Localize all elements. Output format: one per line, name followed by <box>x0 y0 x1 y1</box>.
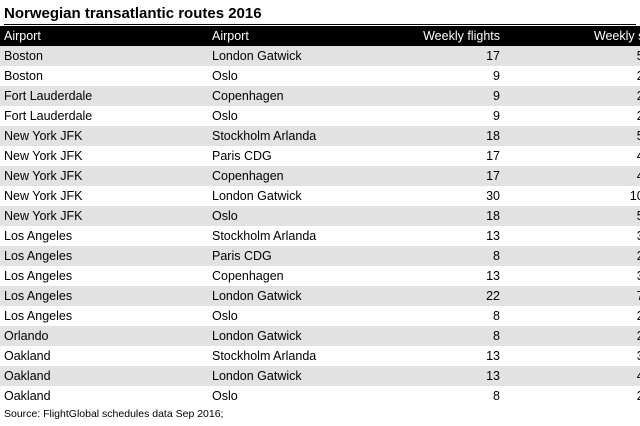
table-row: Los AngelesOslo82,328 <box>0 306 640 326</box>
origin-cell: Los Angeles <box>0 286 208 306</box>
weekly-seats-cell: 2,800 <box>504 326 640 346</box>
weekly-flights-cell: 9 <box>396 106 504 126</box>
destination-cell: Stockholm Arlanda <box>208 126 396 146</box>
table-row: Fort LauderdaleCopenhagen92,619 <box>0 86 640 106</box>
destination-cell: London Gatwick <box>208 326 396 346</box>
destination-cell: London Gatwick <box>208 46 396 66</box>
destination-cell: Oslo <box>208 306 396 326</box>
weekly-flights-cell: 13 <box>396 226 504 246</box>
origin-cell: New York JFK <box>0 186 208 206</box>
destination-cell: Copenhagen <box>208 166 396 186</box>
column-header-weekly-seats: Weekly seats <box>504 26 640 46</box>
origin-cell: New York JFK <box>0 146 208 166</box>
source-note: Source: FlightGlobal schedules data Sep … <box>4 408 224 420</box>
weekly-flights-cell: 8 <box>396 246 504 266</box>
weekly-flights-cell: 8 <box>396 386 504 406</box>
weekly-seats-cell: 7,700 <box>504 286 640 306</box>
destination-cell: Stockholm Arlanda <box>208 226 396 246</box>
weekly-flights-cell: 17 <box>396 146 504 166</box>
weekly-seats-cell: 2,328 <box>504 386 640 406</box>
weekly-flights-cell: 13 <box>396 346 504 366</box>
origin-cell: Fort Lauderdale <box>0 106 208 126</box>
destination-cell: Paris CDG <box>208 146 396 166</box>
weekly-flights-cell: 18 <box>396 206 504 226</box>
weekly-seats-cell: 3,783 <box>504 266 640 286</box>
weekly-flights-cell: 9 <box>396 86 504 106</box>
destination-cell: Copenhagen <box>208 266 396 286</box>
routes-table: Airport Airport Weekly flights Weekly se… <box>0 26 640 406</box>
table-row: New York JFKCopenhagen174,947 <box>0 166 640 186</box>
column-header-origin-airport: Airport <box>0 26 208 46</box>
table-row: Fort LauderdaleOslo92,619 <box>0 106 640 126</box>
origin-cell: New York JFK <box>0 166 208 186</box>
table-row: Los AngelesCopenhagen133,783 <box>0 266 640 286</box>
weekly-seats-cell: 5,419 <box>504 46 640 66</box>
weekly-seats-cell: 4,947 <box>504 166 640 186</box>
weekly-seats-cell: 2,619 <box>504 66 640 86</box>
weekly-flights-cell: 9 <box>396 66 504 86</box>
destination-cell: Oslo <box>208 206 396 226</box>
origin-cell: Los Angeles <box>0 306 208 326</box>
weekly-seats-cell: 2,328 <box>504 246 640 266</box>
destination-cell: Paris CDG <box>208 246 396 266</box>
weekly-flights-cell: 22 <box>396 286 504 306</box>
origin-cell: Los Angeles <box>0 226 208 246</box>
weekly-flights-cell: 30 <box>396 186 504 206</box>
origin-cell: New York JFK <box>0 206 208 226</box>
header-row: Airport Airport Weekly flights Weekly se… <box>0 26 640 46</box>
table-row: New York JFKOslo185,238 <box>0 206 640 226</box>
table-row: BostonOslo92,619 <box>0 66 640 86</box>
weekly-flights-cell: 8 <box>396 306 504 326</box>
table-title: Norwegian transatlantic routes 2016 <box>4 4 636 25</box>
origin-cell: New York JFK <box>0 126 208 146</box>
column-header-weekly-flights: Weekly flights <box>396 26 504 46</box>
destination-cell: Copenhagen <box>208 86 396 106</box>
weekly-seats-cell: 2,619 <box>504 86 640 106</box>
origin-cell: Boston <box>0 66 208 86</box>
destination-cell: London Gatwick <box>208 186 396 206</box>
weekly-seats-cell: 5,238 <box>504 126 640 146</box>
destination-cell: Oslo <box>208 66 396 86</box>
origin-cell: Fort Lauderdale <box>0 86 208 106</box>
weekly-seats-cell: 5,238 <box>504 206 640 226</box>
weekly-flights-cell: 17 <box>396 166 504 186</box>
destination-cell: Stockholm Arlanda <box>208 346 396 366</box>
destination-cell: Oslo <box>208 106 396 126</box>
table-row: OaklandOslo82,328 <box>0 386 640 406</box>
weekly-flights-cell: 18 <box>396 126 504 146</box>
origin-cell: Oakland <box>0 346 208 366</box>
origin-cell: Los Angeles <box>0 266 208 286</box>
weekly-seats-cell: 4,314 <box>504 366 640 386</box>
destination-cell: Oslo <box>208 386 396 406</box>
origin-cell: Boston <box>0 46 208 66</box>
origin-cell: Los Angeles <box>0 246 208 266</box>
weekly-flights-cell: 17 <box>396 46 504 66</box>
weekly-seats-cell: 3,783 <box>504 226 640 246</box>
origin-cell: Orlando <box>0 326 208 346</box>
origin-cell: Oakland <box>0 386 208 406</box>
weekly-flights-cell: 13 <box>396 266 504 286</box>
weekly-seats-cell: 10,500 <box>504 186 640 206</box>
origin-cell: Oakland <box>0 366 208 386</box>
destination-cell: London Gatwick <box>208 286 396 306</box>
weekly-flights-cell: 13 <box>396 366 504 386</box>
weekly-flights-cell: 8 <box>396 326 504 346</box>
weekly-seats-cell: 2,328 <box>504 306 640 326</box>
destination-cell: London Gatwick <box>208 366 396 386</box>
weekly-seats-cell: 2,619 <box>504 106 640 126</box>
weekly-seats-cell: 4,947 <box>504 146 640 166</box>
column-header-destination-airport: Airport <box>208 26 396 46</box>
weekly-seats-cell: 3,783 <box>504 346 640 366</box>
